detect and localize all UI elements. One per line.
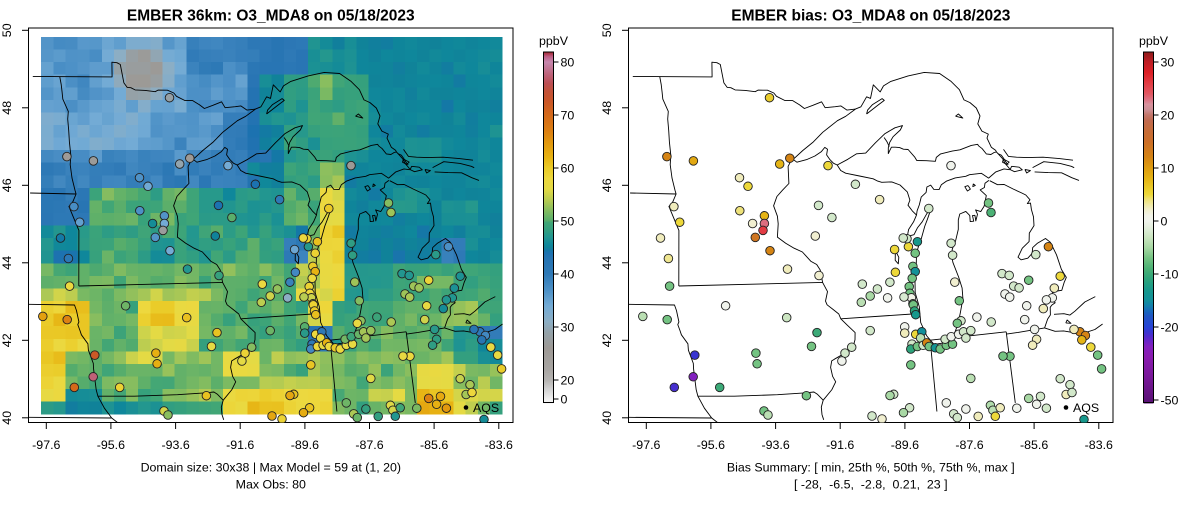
svg-text:48: 48: [0, 101, 14, 115]
svg-text:40: 40: [0, 411, 14, 425]
svg-text:Max Obs: 80: Max Obs: 80: [236, 478, 306, 492]
svg-text:-95.6: -95.6: [697, 438, 725, 452]
svg-text:50: 50: [0, 23, 14, 37]
svg-text:EMBER bias: O3_MDA8 on 05/18/2: EMBER bias: O3_MDA8 on 05/18/2023: [731, 8, 1010, 25]
svg-text:46: 46: [0, 178, 14, 192]
svg-text:-97.6: -97.6: [32, 438, 60, 452]
svg-text:EMBER 36km: O3_MDA8 on 05/18/2: EMBER 36km: O3_MDA8 on 05/18/2023: [127, 8, 415, 25]
svg-text:[ -28, -6.5, -2.8, 0.21, 2: [ -28, -6.5, -2.8, 0.21, 23 ]: [794, 478, 948, 492]
svg-text:42: 42: [600, 333, 614, 347]
svg-text:-97.6: -97.6: [632, 438, 660, 452]
svg-text:-85.6: -85.6: [420, 438, 448, 452]
svg-text:-89.6: -89.6: [891, 438, 919, 452]
svg-text:-10: -10: [1161, 268, 1179, 282]
svg-text:-91.6: -91.6: [226, 438, 254, 452]
svg-text:70: 70: [561, 109, 575, 123]
svg-text:ppbV: ppbV: [539, 34, 569, 48]
svg-text:44: 44: [600, 256, 614, 270]
svg-text:40: 40: [600, 411, 614, 425]
svg-text:50: 50: [561, 215, 575, 229]
svg-text:40: 40: [561, 268, 575, 282]
svg-text:42: 42: [0, 333, 14, 347]
svg-text:30: 30: [1161, 56, 1175, 70]
svg-text:-50: -50: [1161, 394, 1179, 408]
svg-text:-93.6: -93.6: [761, 438, 789, 452]
svg-text:ppbV: ppbV: [1139, 34, 1169, 48]
svg-text:-85.6: -85.6: [1020, 438, 1048, 452]
svg-text:-20: -20: [1161, 321, 1179, 335]
svg-text:-93.6: -93.6: [161, 438, 189, 452]
svg-text:44: 44: [0, 256, 14, 270]
svg-text:-87.6: -87.6: [955, 438, 983, 452]
svg-text:50: 50: [600, 23, 614, 37]
svg-text:46: 46: [600, 178, 614, 192]
svg-text:AQS: AQS: [1073, 401, 1099, 415]
svg-text:20: 20: [1161, 109, 1175, 123]
svg-text:48: 48: [600, 101, 614, 115]
svg-text:0: 0: [561, 393, 568, 407]
svg-text:-91.6: -91.6: [826, 438, 854, 452]
svg-text:-83.6: -83.6: [485, 438, 513, 452]
svg-text:20: 20: [561, 374, 575, 388]
svg-text:10: 10: [1161, 162, 1175, 176]
svg-text:-95.6: -95.6: [97, 438, 125, 452]
svg-text:AQS: AQS: [473, 401, 499, 415]
svg-text:60: 60: [561, 162, 575, 176]
svg-text:Bias Summary: [ min, 25th %, 5: Bias Summary: [ min, 25th %, 50th %, 75t…: [727, 461, 1015, 475]
svg-text:30: 30: [561, 321, 575, 335]
svg-text:80: 80: [561, 56, 575, 70]
svg-text:-89.6: -89.6: [291, 438, 319, 452]
svg-text:-87.6: -87.6: [355, 438, 383, 452]
svg-text:-83.6: -83.6: [1085, 438, 1113, 452]
svg-text:Domain size: 30x38 | Max Model: Domain size: 30x38 | Max Model = 59 at (…: [141, 461, 401, 475]
svg-text:0: 0: [1161, 215, 1168, 229]
